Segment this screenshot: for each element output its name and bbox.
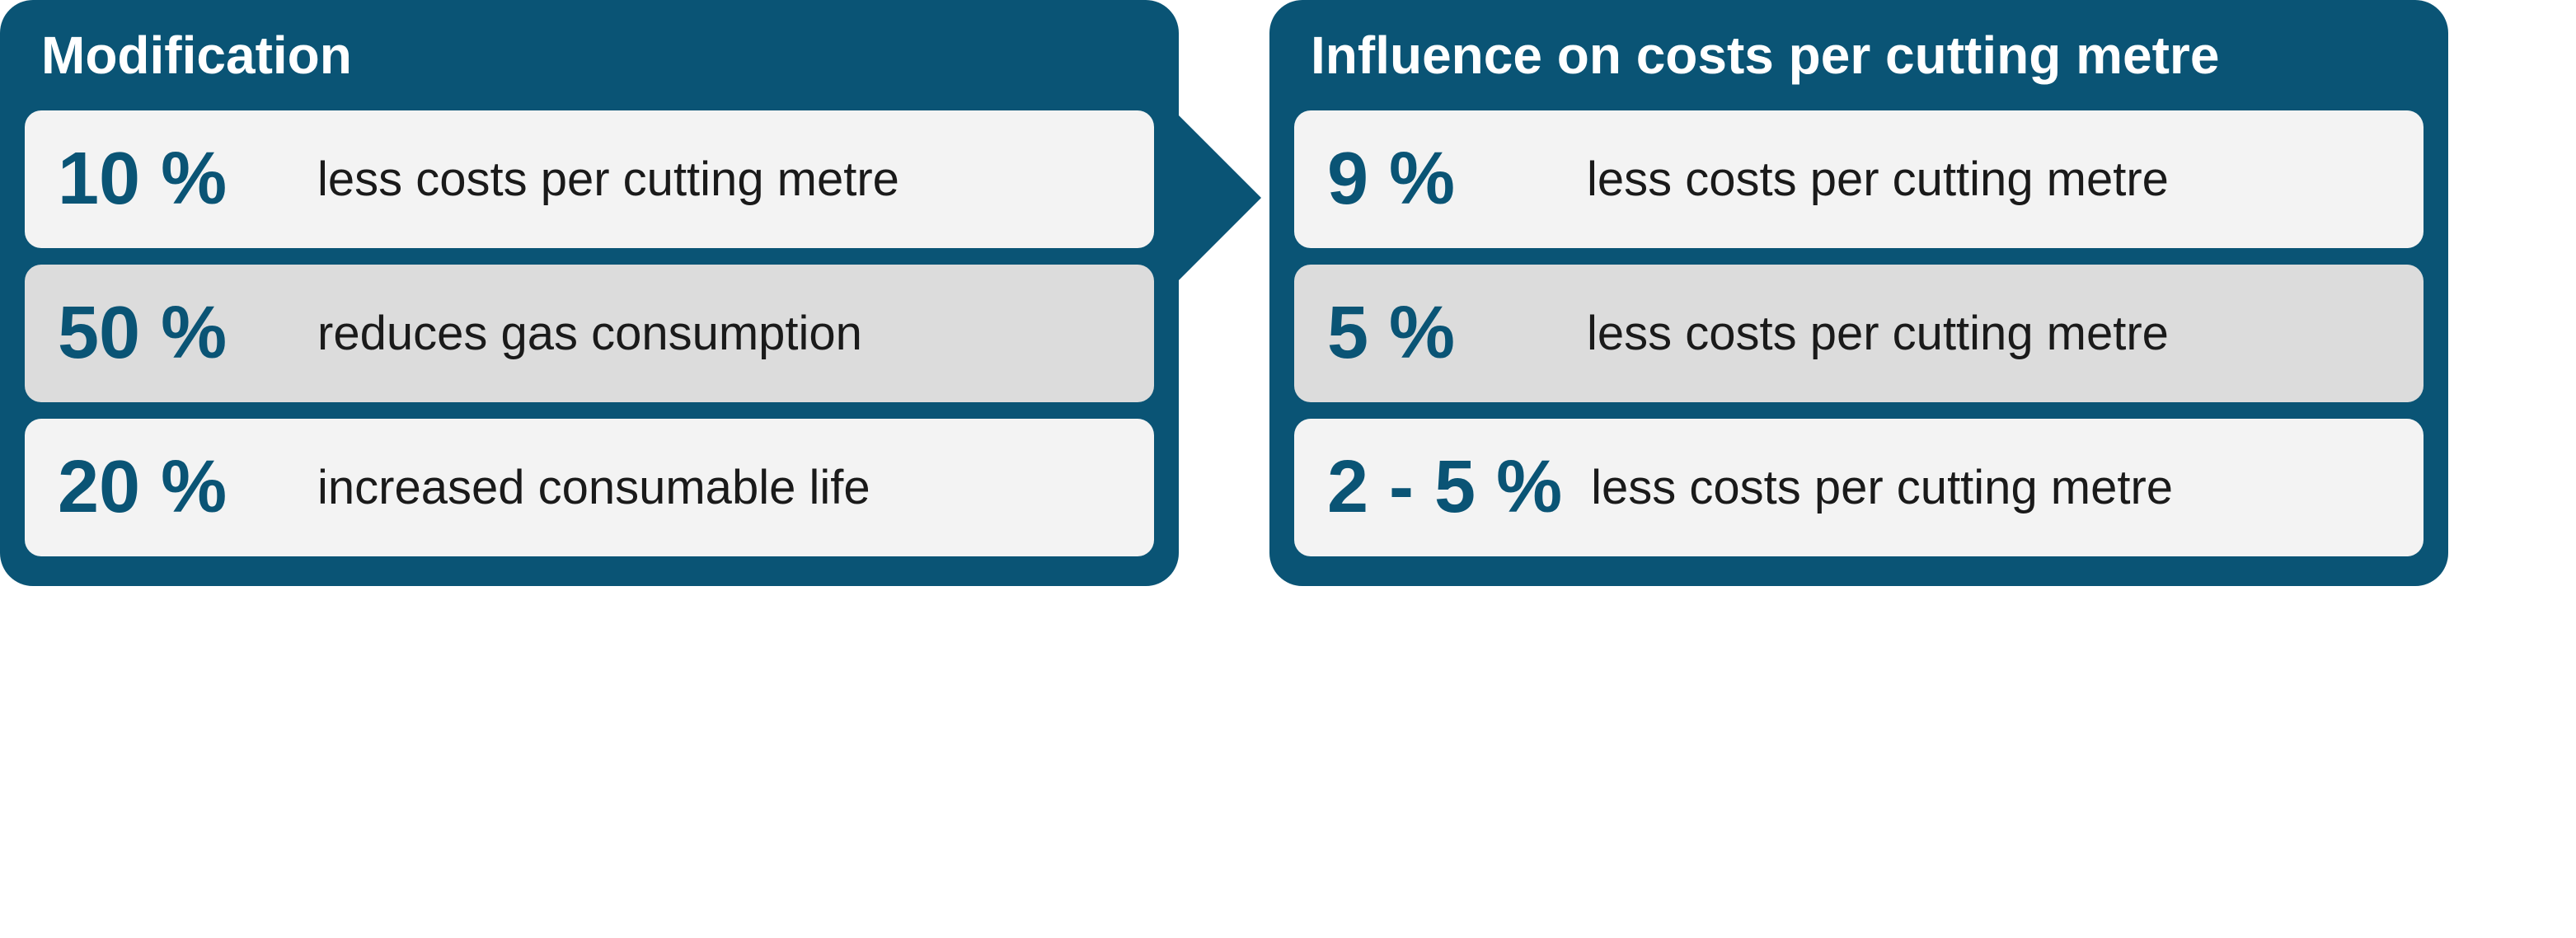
row-value: 9 % [1327,137,1558,222]
row-value: 20 % [58,445,289,530]
arrow-pointer-icon [1162,99,1261,297]
row-label: reduces gas consumption [317,306,862,361]
table-row: 50 % reduces gas consumption [25,265,1154,402]
left-rows: 10 % less costs per cutting metre 50 % r… [25,110,1154,556]
row-value: 50 % [58,291,289,376]
infographic-container: Modification 10 % less costs per cutting… [0,0,2576,586]
table-row: 9 % less costs per cutting metre [1294,110,2424,248]
influence-panel: Influence on costs per cutting metre 9 %… [1269,0,2448,586]
row-value: 2 - 5 % [1327,445,1562,530]
left-panel-title: Modification [25,25,1154,86]
table-row: 20 % increased consumable life [25,419,1154,556]
table-row: 10 % less costs per cutting metre [25,110,1154,248]
table-row: 5 % less costs per cutting metre [1294,265,2424,402]
row-label: increased consumable life [317,460,870,515]
row-label: less costs per cutting metre [1587,152,2169,207]
modification-panel: Modification 10 % less costs per cutting… [0,0,1179,586]
row-label: less costs per cutting metre [1591,460,2173,515]
table-row: 2 - 5 % less costs per cutting metre [1294,419,2424,556]
right-panel-title: Influence on costs per cutting metre [1294,25,2424,86]
row-value: 10 % [58,137,289,222]
row-label: less costs per cutting metre [317,152,899,207]
row-label: less costs per cutting metre [1587,306,2169,361]
right-rows: 9 % less costs per cutting metre 5 % les… [1294,110,2424,556]
row-value: 5 % [1327,291,1558,376]
